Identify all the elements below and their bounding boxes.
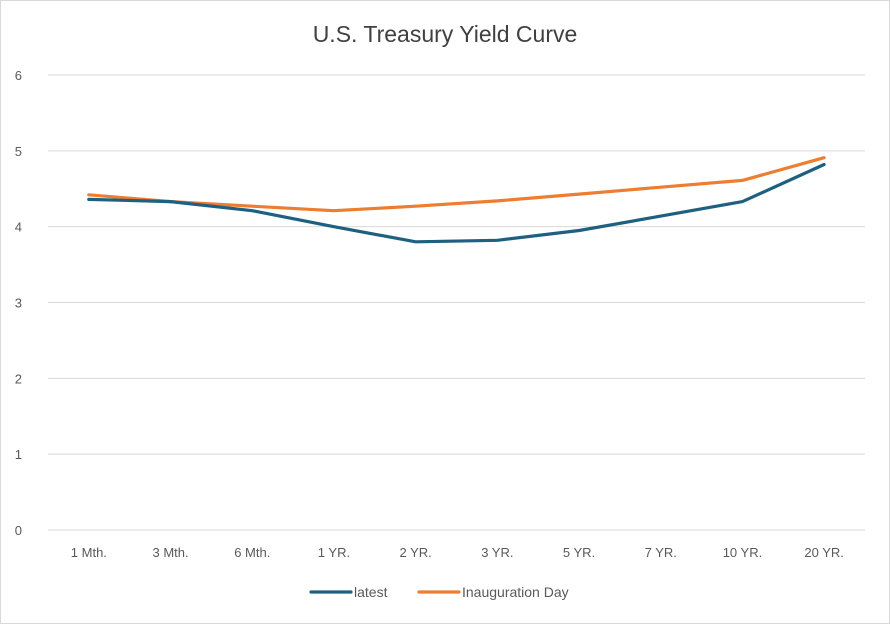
x-tick-label: 3 Mth. bbox=[152, 545, 188, 560]
y-tick-label: 2 bbox=[15, 371, 22, 386]
x-tick-label: 1 Mth. bbox=[71, 545, 107, 560]
x-tick-label: 10 YR. bbox=[723, 545, 763, 560]
y-tick-label: 3 bbox=[15, 296, 22, 311]
x-axis-ticks: 1 Mth. 3 Mth. 6 Mth. 1 YR. 2 YR. 3 YR. 5 YR. 7 … bbox=[71, 545, 844, 560]
y-tick-label: 0 bbox=[15, 523, 22, 538]
series-line-latest bbox=[87, 162, 826, 244]
legend-label: latest bbox=[354, 584, 388, 600]
x-tick-label: 6 Mth. bbox=[234, 545, 270, 560]
legend: latest Inauguration Day bbox=[309, 584, 569, 600]
y-tick-label: 4 bbox=[15, 220, 22, 235]
series-lines bbox=[87, 156, 826, 244]
chart-title: U.S. Treasury Yield Curve bbox=[313, 21, 578, 47]
y-tick-label: 1 bbox=[15, 447, 22, 462]
series-line-inauguration-day bbox=[87, 156, 826, 213]
x-tick-label: 2 YR. bbox=[400, 545, 432, 560]
x-tick-label: 3 YR. bbox=[481, 545, 513, 560]
legend-label: Inauguration Day bbox=[462, 584, 569, 600]
x-tick-label: 7 YR. bbox=[645, 545, 677, 560]
x-tick-label: 20 YR. bbox=[804, 545, 844, 560]
gridlines bbox=[48, 74, 865, 531]
x-tick-label: 1 YR. bbox=[318, 545, 350, 560]
y-tick-label: 6 bbox=[15, 68, 22, 83]
y-axis-ticks: 0 1 2 3 4 5 6 bbox=[15, 68, 22, 538]
x-tick-label: 5 YR. bbox=[563, 545, 595, 560]
y-tick-label: 5 bbox=[15, 144, 22, 159]
